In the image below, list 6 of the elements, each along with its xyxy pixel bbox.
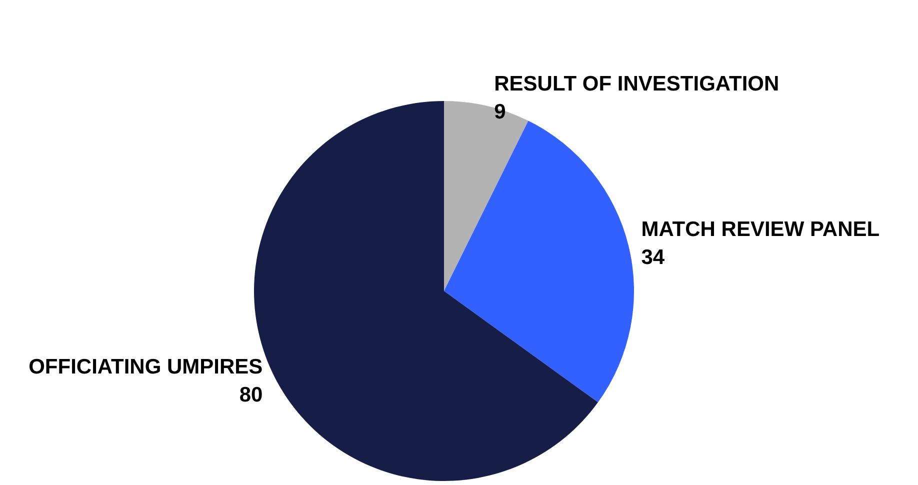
data-label: 9 xyxy=(494,100,506,124)
data-label: 80 xyxy=(239,384,263,407)
data-label: 34 xyxy=(641,246,665,269)
slice-label: MATCH REVIEW PANEL xyxy=(641,218,880,241)
slice-label: OFFICIATING UMPIRES xyxy=(28,356,263,379)
slice-label: RESULT OF INVESTIGATION xyxy=(494,72,780,96)
